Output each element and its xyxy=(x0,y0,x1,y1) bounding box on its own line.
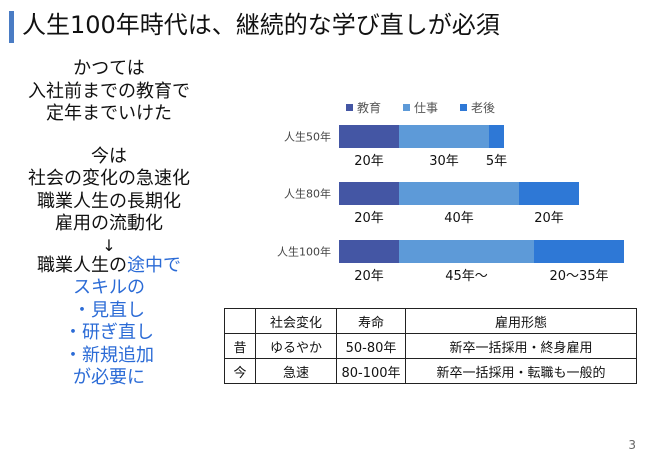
table-header-cell: 寿命 xyxy=(336,308,406,334)
table-cell: 今 xyxy=(224,358,256,384)
data-label: 20年 xyxy=(354,154,384,169)
legend-label: 教育 xyxy=(357,101,382,115)
legend-label: 仕事 xyxy=(414,101,439,115)
table-cell: 80-100年 xyxy=(336,358,406,384)
table-row: 今 急速 80-100年 新卒一括採用・転職も一般的 xyxy=(224,358,637,384)
bar-segment xyxy=(339,125,399,148)
table-header-cell: 社会変化 xyxy=(255,308,337,334)
legend-label: 老後 xyxy=(471,101,496,115)
past-line: かつては xyxy=(73,58,145,79)
conclusion-line: が必要に xyxy=(73,367,145,388)
table-cell: 昔 xyxy=(224,333,256,359)
chart-legend: 教育 仕事 老後 xyxy=(346,99,495,116)
conclusion-prefix: 職業人生の xyxy=(37,254,127,276)
legend-item: 仕事 xyxy=(403,99,438,116)
legend-swatch xyxy=(346,104,353,111)
table-header-cell xyxy=(224,308,256,334)
table-cell: 急速 xyxy=(255,358,337,384)
down-arrow-icon: ↓ xyxy=(102,235,116,255)
left-text-column: かつては 入社前までの教育で 定年までいけた 今は 社会の変化の急速化 職業人生… xyxy=(0,58,218,390)
bar-segment xyxy=(399,125,489,148)
legend-swatch xyxy=(460,104,468,111)
category-label: 人生80年 xyxy=(284,187,331,201)
bar-segment xyxy=(399,240,534,263)
conclusion-line: スキルの xyxy=(73,277,145,298)
category-label: 人生100年 xyxy=(277,245,331,259)
table-cell: 新卒一括採用・終身雇用 xyxy=(405,333,637,359)
data-label: 20〜35年 xyxy=(549,269,608,284)
data-label: 20年 xyxy=(354,269,384,284)
table-cell: 50-80年 xyxy=(336,333,406,359)
data-label: 20年 xyxy=(534,211,564,226)
data-label: 20年 xyxy=(354,211,384,226)
now-line: 職業人生の長期化 xyxy=(37,190,181,212)
slide-title: 人生100年時代は、継続的な学び直しが必須 xyxy=(22,11,500,39)
bar-segment xyxy=(399,182,519,205)
category-label: 人生50年 xyxy=(284,130,331,144)
legend-item: 教育 xyxy=(346,99,381,116)
bar-segment xyxy=(339,182,399,205)
now-line: 社会の変化の急速化 xyxy=(28,168,190,189)
data-label: 40年 xyxy=(444,211,474,226)
bar-segment xyxy=(519,182,579,205)
table-header-cell: 雇用形態 xyxy=(405,308,637,334)
table-cell: ゆるやか xyxy=(255,333,337,359)
bar-segment xyxy=(489,125,504,148)
table-row: 昔 ゆるやか 50-80年 新卒一括採用・終身雇用 xyxy=(224,333,637,359)
page-number: 3 xyxy=(628,438,636,452)
data-label: 45年〜 xyxy=(445,269,488,284)
title-accent-bar xyxy=(9,11,14,43)
comparison-table: 社会変化 寿命 雇用形態 昔 ゆるやか 50-80年 新卒一括採用・終身雇用 今… xyxy=(224,308,637,384)
conclusion-line: ・新規追加 xyxy=(64,344,154,366)
past-line: 入社前までの教育で xyxy=(28,80,190,102)
now-line: 今は xyxy=(91,145,127,167)
bar-segment xyxy=(339,240,399,263)
conclusion-line: ・見直し xyxy=(73,299,145,321)
data-label: 30年 xyxy=(429,154,459,169)
bar-segment xyxy=(534,240,624,263)
conclusion-line: ・研ぎ直し xyxy=(64,322,154,343)
legend-item: 老後 xyxy=(460,99,495,116)
table-header-row: 社会変化 寿命 雇用形態 xyxy=(224,308,637,334)
now-line: 雇用の流動化 xyxy=(55,213,163,234)
past-line: 定年までいけた xyxy=(46,103,172,124)
data-label: 5年 xyxy=(486,154,507,169)
conclusion-line: 職業人生の途中で xyxy=(0,255,218,278)
table-cell: 新卒一括採用・転職も一般的 xyxy=(405,358,637,384)
legend-swatch xyxy=(403,104,411,111)
conclusion-highlight: 途中で xyxy=(127,254,181,276)
